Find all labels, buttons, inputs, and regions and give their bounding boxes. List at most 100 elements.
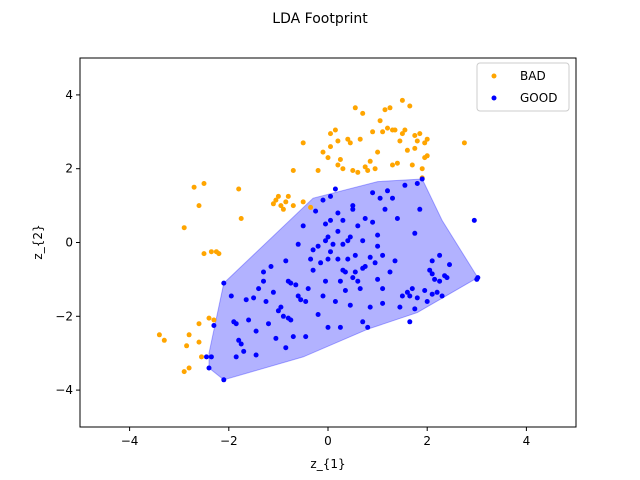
- good-point-5: [221, 280, 227, 286]
- good-points: [204, 176, 481, 383]
- bad-point-36: [328, 144, 333, 150]
- good-point-140: [429, 258, 435, 264]
- bad-point-10: [211, 317, 217, 323]
- x-tick-label: 0: [324, 434, 332, 448]
- good-point-28: [280, 313, 286, 319]
- bad-point-43: [345, 136, 351, 142]
- bad-point-20: [238, 216, 244, 221]
- good-point-72: [340, 217, 346, 223]
- good-point-129: [444, 275, 450, 281]
- y-tick-label: −2: [55, 309, 73, 323]
- bad-point-11: [181, 225, 187, 231]
- good-point-8: [233, 321, 239, 327]
- bad-point-7: [199, 354, 204, 360]
- good-point-1: [206, 365, 212, 371]
- good-point-123: [429, 291, 435, 297]
- x-axis-ticks: −4 −2 0 2 4: [121, 427, 530, 448]
- good-point-114: [404, 289, 410, 295]
- good-point-98: [375, 243, 381, 249]
- y-axis-ticks: −4 −2 0 2 4: [55, 88, 80, 397]
- good-point-12: [233, 354, 239, 360]
- good-point-4: [211, 323, 217, 328]
- bad-point-0: [156, 332, 162, 338]
- bad-point-63: [392, 127, 398, 133]
- good-point-53: [323, 278, 328, 284]
- good-point-111: [397, 304, 403, 310]
- good-point-50: [318, 260, 324, 266]
- bad-point-62: [390, 162, 395, 168]
- bad-point-58: [382, 107, 388, 113]
- bad-point-37: [328, 131, 333, 137]
- bad-point-45: [350, 168, 356, 173]
- good-point-30: [283, 258, 289, 264]
- bad-point-81: [461, 140, 467, 146]
- good-point-27: [278, 304, 284, 310]
- bad-point-22: [273, 197, 279, 203]
- bad-point-50: [362, 164, 368, 170]
- good-point-73: [342, 288, 348, 293]
- good-point-40: [300, 223, 306, 229]
- good-point-82: [352, 252, 358, 258]
- bad-point-70: [409, 162, 415, 168]
- bad-point-48: [357, 136, 363, 142]
- good-point-47: [313, 208, 319, 214]
- good-point-2: [204, 354, 209, 360]
- bad-point-52: [367, 158, 373, 164]
- good-point-16: [253, 352, 259, 358]
- good-point-71: [340, 241, 346, 247]
- good-point-49: [315, 243, 321, 249]
- good-point-35: [290, 334, 296, 340]
- good-point-42: [303, 334, 309, 340]
- good-point-110: [394, 216, 400, 221]
- bad-point-60: [387, 105, 393, 111]
- good-point-107: [387, 269, 393, 275]
- good-point-122: [427, 267, 433, 273]
- y-tick-label: 2: [65, 162, 73, 176]
- good-point-112: [399, 293, 405, 299]
- bad-point-65: [399, 131, 405, 137]
- good-point-132: [429, 271, 435, 277]
- bad-point-4: [184, 343, 190, 349]
- good-point-66: [335, 228, 341, 234]
- bad-point-82: [394, 160, 400, 166]
- good-point-138: [412, 306, 418, 312]
- good-point-6: [228, 293, 234, 299]
- good-point-131: [437, 252, 443, 258]
- good-point-9: [236, 337, 242, 343]
- good-point-139: [414, 295, 420, 301]
- good-point-24: [270, 289, 276, 295]
- good-point-41: [303, 299, 309, 304]
- bad-point-29: [300, 199, 306, 205]
- plot-area: [79, 57, 577, 428]
- bad-point-66: [399, 97, 405, 103]
- bad-point-34: [320, 149, 326, 155]
- y-tick-label: −4: [55, 383, 73, 397]
- good-point-102: [380, 286, 386, 292]
- good-point-14: [246, 317, 252, 323]
- bad-point-24: [278, 203, 284, 209]
- good-point-26: [275, 308, 281, 314]
- bad-point-19: [236, 186, 242, 192]
- bad-point-35: [325, 155, 331, 161]
- good-point-52: [320, 197, 326, 203]
- good-point-94: [367, 254, 373, 260]
- bad-points: [156, 97, 467, 375]
- bad-point-56: [377, 118, 383, 124]
- good-point-113: [402, 182, 408, 188]
- good-point-68: [337, 324, 343, 330]
- bad-point-71: [412, 133, 418, 138]
- good-point-51: [320, 293, 326, 299]
- legend-label-bad: BAD: [520, 69, 546, 83]
- good-point-117: [412, 230, 418, 236]
- good-point-115: [407, 319, 413, 325]
- bad-point-1: [161, 337, 167, 343]
- good-point-101: [377, 195, 383, 201]
- good-point-109: [392, 258, 398, 264]
- good-point-121: [424, 299, 430, 304]
- good-point-69: [337, 278, 343, 284]
- good-point-22: [266, 321, 271, 327]
- bad-point-73: [414, 138, 420, 144]
- legend-marker-bad: [491, 73, 497, 79]
- good-point-133: [422, 288, 428, 293]
- good-point-90: [362, 264, 368, 269]
